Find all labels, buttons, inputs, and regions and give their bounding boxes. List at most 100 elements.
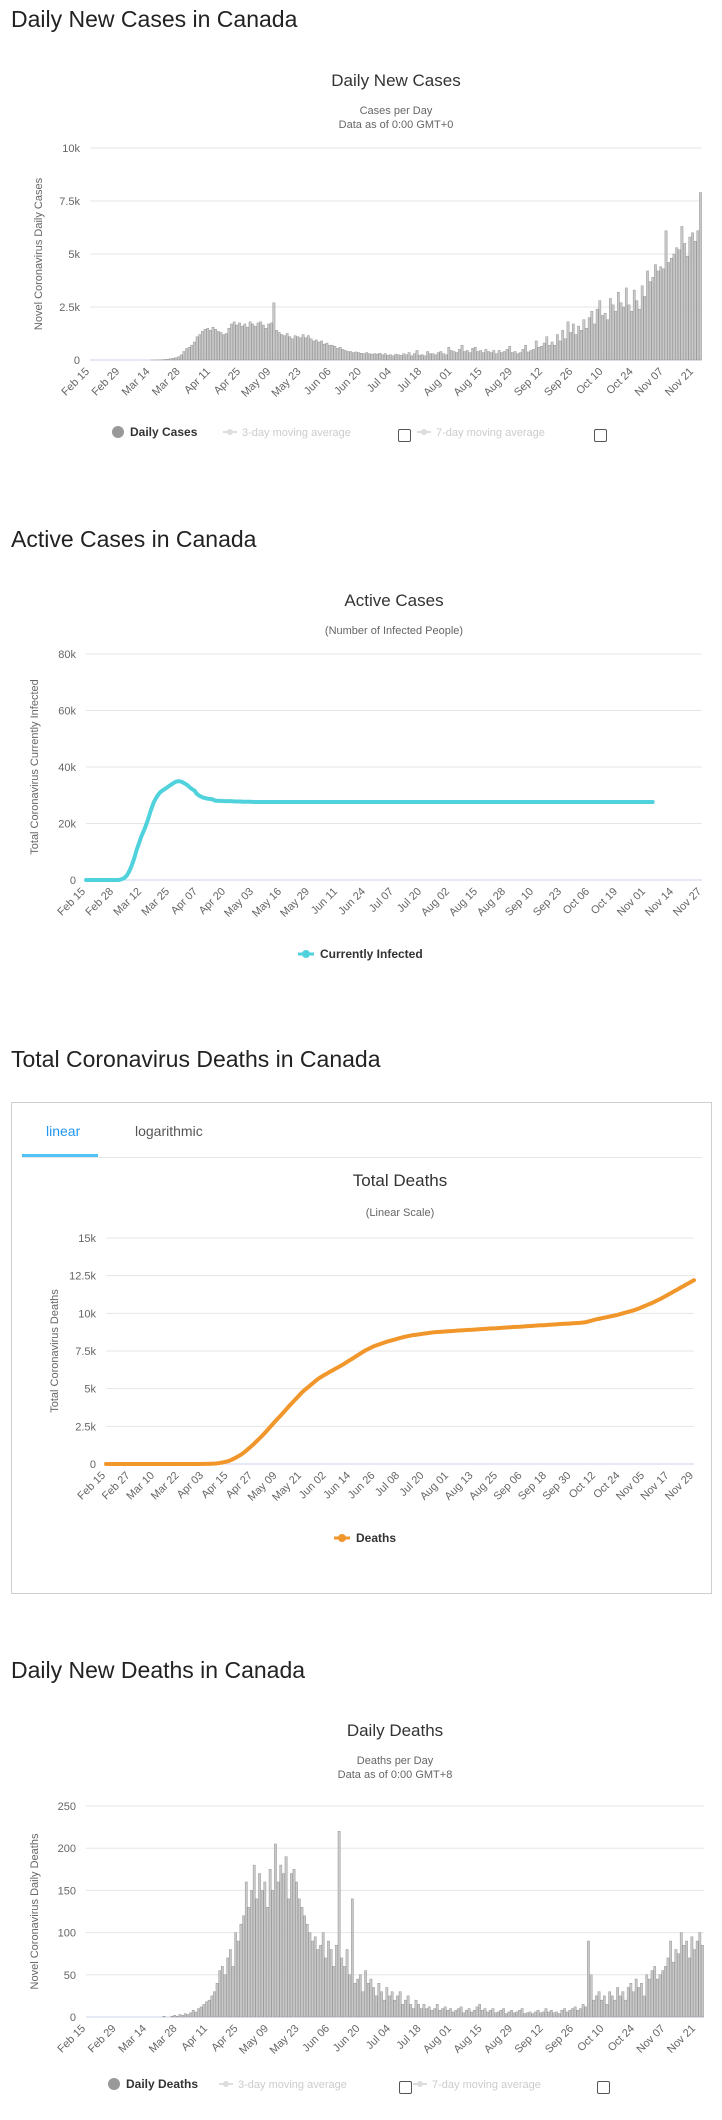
- bar: [390, 1991, 394, 2018]
- bar: [251, 323, 255, 361]
- bar: [397, 354, 400, 361]
- x-tick-label: Feb 29: [90, 366, 123, 399]
- bar: [305, 1923, 309, 2018]
- y-tick-label: 10k: [78, 1308, 96, 1320]
- x-tick-label: Aug 01: [421, 366, 454, 399]
- legend-item-ma3[interactable]: 3-day moving average: [238, 2079, 347, 2091]
- bar: [560, 2010, 564, 2018]
- bar: [534, 2011, 537, 2018]
- bar: [255, 1898, 259, 2018]
- bar: [502, 2008, 505, 2018]
- bar: [193, 341, 196, 361]
- bar: [413, 353, 416, 361]
- bar: [677, 249, 681, 361]
- bar: [301, 334, 305, 361]
- bar: [296, 336, 300, 361]
- bar: [391, 355, 395, 361]
- bar: [290, 1873, 293, 2018]
- bar: [291, 338, 294, 361]
- bar: [438, 2010, 442, 2018]
- x-tick-label: Oct 06: [561, 886, 592, 917]
- x-tick-label: Jul 07: [367, 886, 396, 915]
- bar: [529, 350, 533, 361]
- bar: [414, 1999, 418, 2018]
- x-tick-label: Jun 20: [332, 366, 364, 398]
- x-tick-label: Jul 04: [365, 366, 394, 395]
- y-tick-label: 2.5k: [59, 302, 80, 314]
- bar: [621, 1991, 625, 2018]
- bar: [383, 353, 387, 361]
- bar: [209, 330, 212, 361]
- x-tick-label: May 09: [239, 366, 273, 400]
- bar: [394, 353, 398, 361]
- bar: [214, 329, 217, 361]
- bar: [239, 1923, 243, 2018]
- checkbox-3day-deaths[interactable]: [399, 2081, 412, 2094]
- bar: [409, 2004, 413, 2018]
- legend-item[interactable]: Daily Cases: [130, 425, 198, 439]
- bar: [404, 1999, 407, 2018]
- bar: [534, 340, 538, 361]
- bar: [451, 2011, 455, 2018]
- legend-item[interactable]: Deaths: [356, 1531, 396, 1545]
- bar: [190, 344, 194, 361]
- x-tick-label: Mar 14: [116, 2023, 149, 2056]
- bar: [393, 1999, 397, 2018]
- checkbox-3day-cases[interactable]: [398, 429, 411, 442]
- legend-item[interactable]: Currently Infected: [320, 947, 423, 961]
- bar: [210, 1995, 214, 2018]
- y-tick-label: 5k: [68, 249, 80, 261]
- bar: [585, 328, 588, 361]
- bar: [566, 321, 570, 361]
- y-tick-label: 20k: [58, 819, 76, 831]
- bar: [450, 350, 453, 361]
- bar: [518, 2010, 521, 2018]
- section-title-active-cases: Active Cases in Canada: [11, 526, 257, 552]
- legend-item-ma3[interactable]: 3-day moving average: [242, 427, 351, 439]
- bar: [177, 356, 180, 361]
- legend-item-ma7[interactable]: 7-day moving average: [432, 2079, 541, 2091]
- bar: [690, 1936, 694, 2018]
- x-tick-label: Mar 28: [150, 366, 183, 399]
- bar: [269, 322, 273, 361]
- bar: [486, 2011, 489, 2018]
- bar: [497, 350, 501, 361]
- bar: [344, 350, 347, 361]
- x-tick-label: Mar 28: [147, 2023, 180, 2056]
- checkbox-7day-cases[interactable]: [594, 429, 607, 442]
- bar: [664, 1966, 667, 2018]
- x-tick-label: Jun 26: [346, 1470, 378, 1502]
- x-tick-label: Jul 04: [364, 2023, 393, 2052]
- y-axis-label: Total Coronavirus Deaths: [49, 1289, 61, 1413]
- bar: [465, 2010, 468, 2018]
- x-tick-label: Sep 10: [503, 886, 536, 919]
- bar: [365, 352, 368, 361]
- checkbox-7day-deaths[interactable]: [597, 2081, 610, 2094]
- bar: [207, 1999, 211, 2018]
- bar: [303, 1915, 306, 2018]
- x-tick-label: Nov 21: [665, 2023, 698, 2056]
- chart-daily-cases: Daily New Cases Cases per Day Data as of 0…: [33, 71, 702, 439]
- tab-linear[interactable]: linear: [46, 1123, 81, 1139]
- bar: [603, 1995, 606, 2018]
- bar: [191, 2010, 195, 2018]
- bar: [587, 1940, 590, 2018]
- legend-item-ma7[interactable]: 7-day moving average: [436, 427, 545, 439]
- bar: [447, 347, 451, 361]
- bar: [589, 1974, 593, 2018]
- tab-logarithmic[interactable]: logarithmic: [135, 1123, 203, 1139]
- bar: [622, 306, 625, 361]
- bar: [308, 1932, 312, 2018]
- bar: [526, 2012, 529, 2018]
- bar: [320, 340, 323, 361]
- bar: [505, 349, 509, 361]
- bar: [579, 330, 583, 361]
- bar: [507, 2011, 511, 2018]
- legend-item[interactable]: Daily Deaths: [126, 2077, 198, 2091]
- chart-total-deaths: Total Deaths (Linear Scale) 0 2.5k 5k 7.5k 10k…: [49, 1171, 696, 1545]
- x-tick-label: Nov 01: [615, 886, 648, 919]
- bar: [619, 302, 623, 361]
- y-tick-label: 200: [58, 1843, 76, 1855]
- bar: [492, 350, 496, 361]
- bar: [360, 353, 363, 361]
